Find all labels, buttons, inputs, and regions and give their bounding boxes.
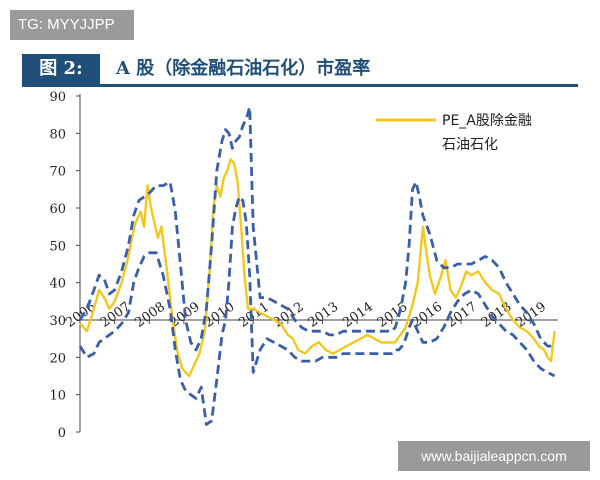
tg-badge: TG: MYYJJPP	[10, 10, 134, 40]
y-tick-label: 10	[49, 389, 66, 404]
figure-title-bar: 图 2: A 股（除金融石油石化）市盈率	[22, 54, 578, 87]
y-tick-label: 20	[49, 351, 66, 366]
y-tick-label: 40	[49, 277, 66, 292]
legend-label-line2: 石油石化	[442, 137, 498, 153]
legend-label-line1: PE_A股除金融	[442, 113, 532, 129]
figure-title: A 股（除金融石油石化）市盈率	[116, 58, 371, 79]
y-tick-label: 30	[49, 314, 66, 329]
series-pe-line	[79, 158, 556, 378]
chart-legend: PE_A股除金融 石油石化	[376, 113, 532, 153]
y-tick-label: 80	[49, 127, 66, 142]
y-tick-label: 60	[49, 202, 66, 217]
x-tick-label: 2008	[132, 299, 168, 330]
watermark: www.baijialeappcn.com	[398, 441, 590, 471]
y-tick-label: 70	[49, 165, 66, 180]
chart-series	[78, 105, 556, 426]
series-lower-band-line	[78, 195, 556, 426]
figure-label: 图 2:	[22, 54, 100, 84]
x-tick-label: 2014	[340, 299, 376, 330]
series-upper-band-line	[78, 105, 555, 352]
x-tick-label: 2013	[306, 299, 342, 330]
chart-axes	[76, 94, 558, 433]
y-tick-label: 0	[58, 426, 66, 441]
y-tick-label: 90	[49, 90, 66, 105]
y-tick-label: 50	[49, 239, 66, 254]
